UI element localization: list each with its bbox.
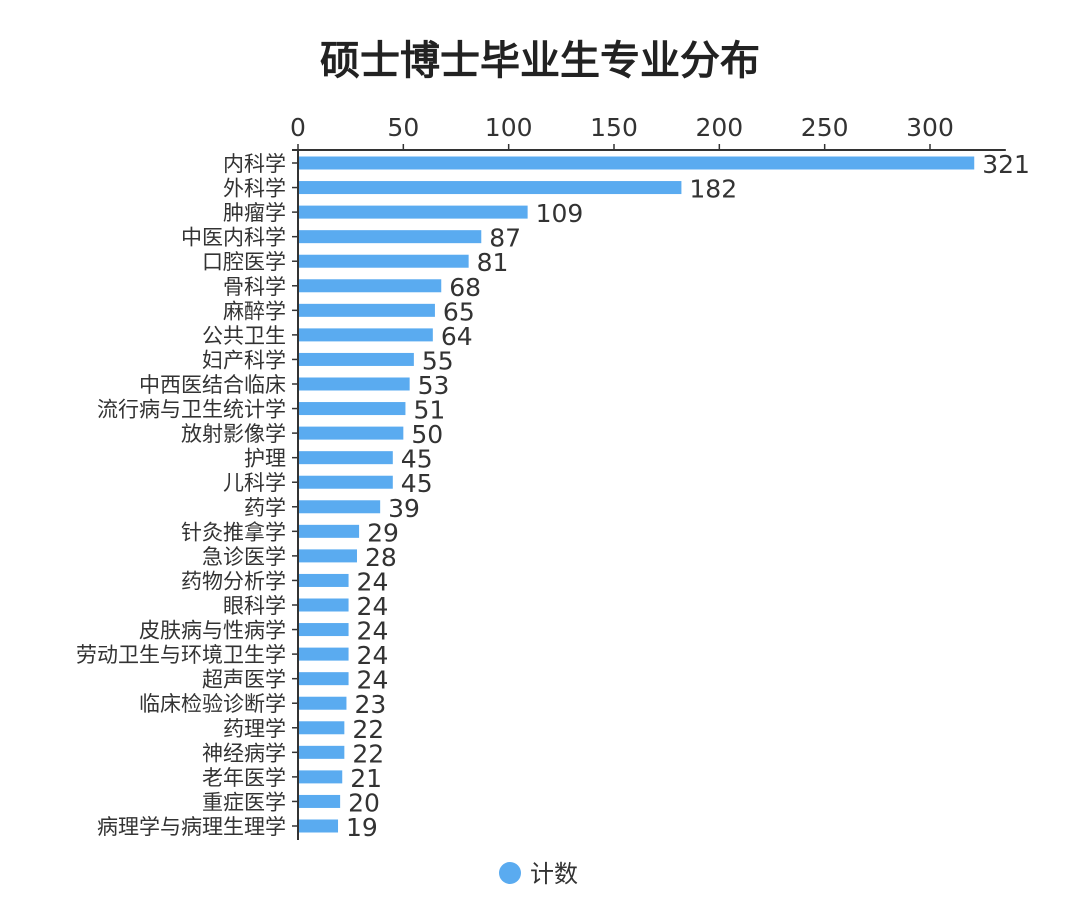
bar[interactable]	[299, 156, 975, 170]
data-label: 23	[354, 690, 386, 719]
data-label: 20	[348, 788, 380, 817]
data-label: 68	[449, 273, 481, 302]
data-label: 29	[367, 518, 399, 547]
data-label: 21	[350, 764, 382, 793]
category-label: 劳动卫生与环境卫生学	[76, 643, 286, 667]
bar[interactable]	[299, 721, 345, 735]
category-label: 药物分析学	[181, 569, 286, 593]
data-label: 109	[536, 199, 584, 228]
data-label: 28	[365, 543, 397, 572]
category-label: 皮肤病与性病学	[139, 619, 286, 643]
bar[interactable]	[299, 451, 393, 465]
bar[interactable]	[299, 696, 347, 710]
bar[interactable]	[299, 352, 414, 366]
bar[interactable]	[299, 500, 381, 514]
category-label: 急诊医学	[202, 545, 286, 569]
data-label: 24	[357, 617, 389, 646]
legend[interactable]: 计数	[499, 860, 578, 888]
category-label: 病理学与病理生理学	[97, 815, 286, 839]
category-label: 口腔医学	[202, 250, 286, 274]
bar[interactable]	[299, 598, 349, 612]
category-label: 老年医学	[202, 766, 286, 790]
category-label: 中西医结合临床	[139, 373, 286, 397]
legend-label: 计数	[530, 860, 578, 888]
data-label: 81	[477, 248, 509, 277]
category-label: 妇产科学	[202, 348, 286, 372]
data-label: 22	[352, 739, 384, 768]
bar[interactable]	[299, 549, 357, 563]
data-label: 53	[418, 371, 450, 400]
data-label: 24	[357, 666, 389, 695]
bar[interactable]	[299, 377, 410, 391]
bar[interactable]	[299, 770, 343, 784]
bar[interactable]	[299, 819, 339, 833]
category-label: 眼科学	[223, 594, 286, 618]
category-label: 护理	[244, 447, 286, 471]
bar[interactable]	[299, 524, 360, 538]
bar[interactable]	[299, 672, 349, 686]
data-label: 24	[357, 592, 389, 621]
category-label: 针灸推拿学	[181, 520, 286, 544]
bar[interactable]	[299, 205, 528, 219]
x-tick-label: 100	[485, 113, 533, 142]
data-label: 321	[982, 150, 1030, 179]
category-label: 麻醉学	[223, 299, 286, 323]
bar[interactable]	[299, 328, 433, 342]
category-label: 临床检验诊断学	[139, 692, 286, 716]
bar[interactable]	[299, 279, 442, 293]
category-label: 中医内科学	[181, 226, 286, 250]
bar[interactable]	[299, 303, 435, 317]
bar[interactable]	[299, 181, 682, 195]
x-tick-label: 150	[590, 113, 638, 142]
category-label: 放射影像学	[181, 422, 286, 446]
x-tick-label: 0	[290, 113, 306, 142]
category-label: 肿瘤学	[223, 201, 286, 225]
bar[interactable]	[299, 794, 341, 808]
bar[interactable]	[299, 745, 345, 759]
bar[interactable]	[299, 647, 349, 661]
data-label: 51	[413, 396, 445, 425]
category-label: 儿科学	[223, 471, 286, 495]
x-tick-label: 50	[387, 113, 419, 142]
data-label: 24	[357, 567, 389, 596]
data-label: 45	[401, 469, 433, 498]
category-label: 外科学	[223, 177, 286, 201]
category-label: 神经病学	[202, 741, 286, 765]
bar[interactable]	[299, 254, 469, 268]
data-label: 39	[388, 494, 420, 523]
x-tick-label: 300	[906, 113, 954, 142]
legend-marker	[499, 862, 521, 884]
bar[interactable]	[299, 623, 349, 637]
category-label: 内科学	[223, 152, 286, 176]
category-label: 流行病与卫生统计学	[97, 398, 286, 422]
category-label: 骨科学	[223, 275, 286, 299]
bar[interactable]	[299, 230, 482, 244]
data-label: 24	[357, 641, 389, 670]
data-label: 19	[346, 813, 378, 842]
category-label: 公共卫生	[202, 324, 286, 348]
bar[interactable]	[299, 402, 406, 416]
bar[interactable]	[299, 475, 393, 489]
data-label: 45	[401, 445, 433, 474]
category-label: 药学	[244, 496, 286, 520]
data-label: 64	[441, 322, 473, 351]
data-label: 182	[689, 175, 737, 204]
data-label: 22	[352, 715, 384, 744]
bar[interactable]	[299, 426, 404, 440]
x-tick-label: 250	[801, 113, 849, 142]
chart-title: 硕士博士毕业生专业分布	[320, 38, 760, 84]
x-tick-label: 200	[695, 113, 743, 142]
data-label: 65	[443, 297, 475, 326]
category-label: 重症医学	[202, 790, 286, 814]
data-label: 55	[422, 346, 454, 375]
data-label: 50	[411, 420, 443, 449]
category-label: 超声医学	[202, 668, 286, 692]
category-label: 药理学	[223, 717, 286, 741]
bar[interactable]	[299, 573, 349, 587]
data-label: 87	[489, 224, 521, 253]
